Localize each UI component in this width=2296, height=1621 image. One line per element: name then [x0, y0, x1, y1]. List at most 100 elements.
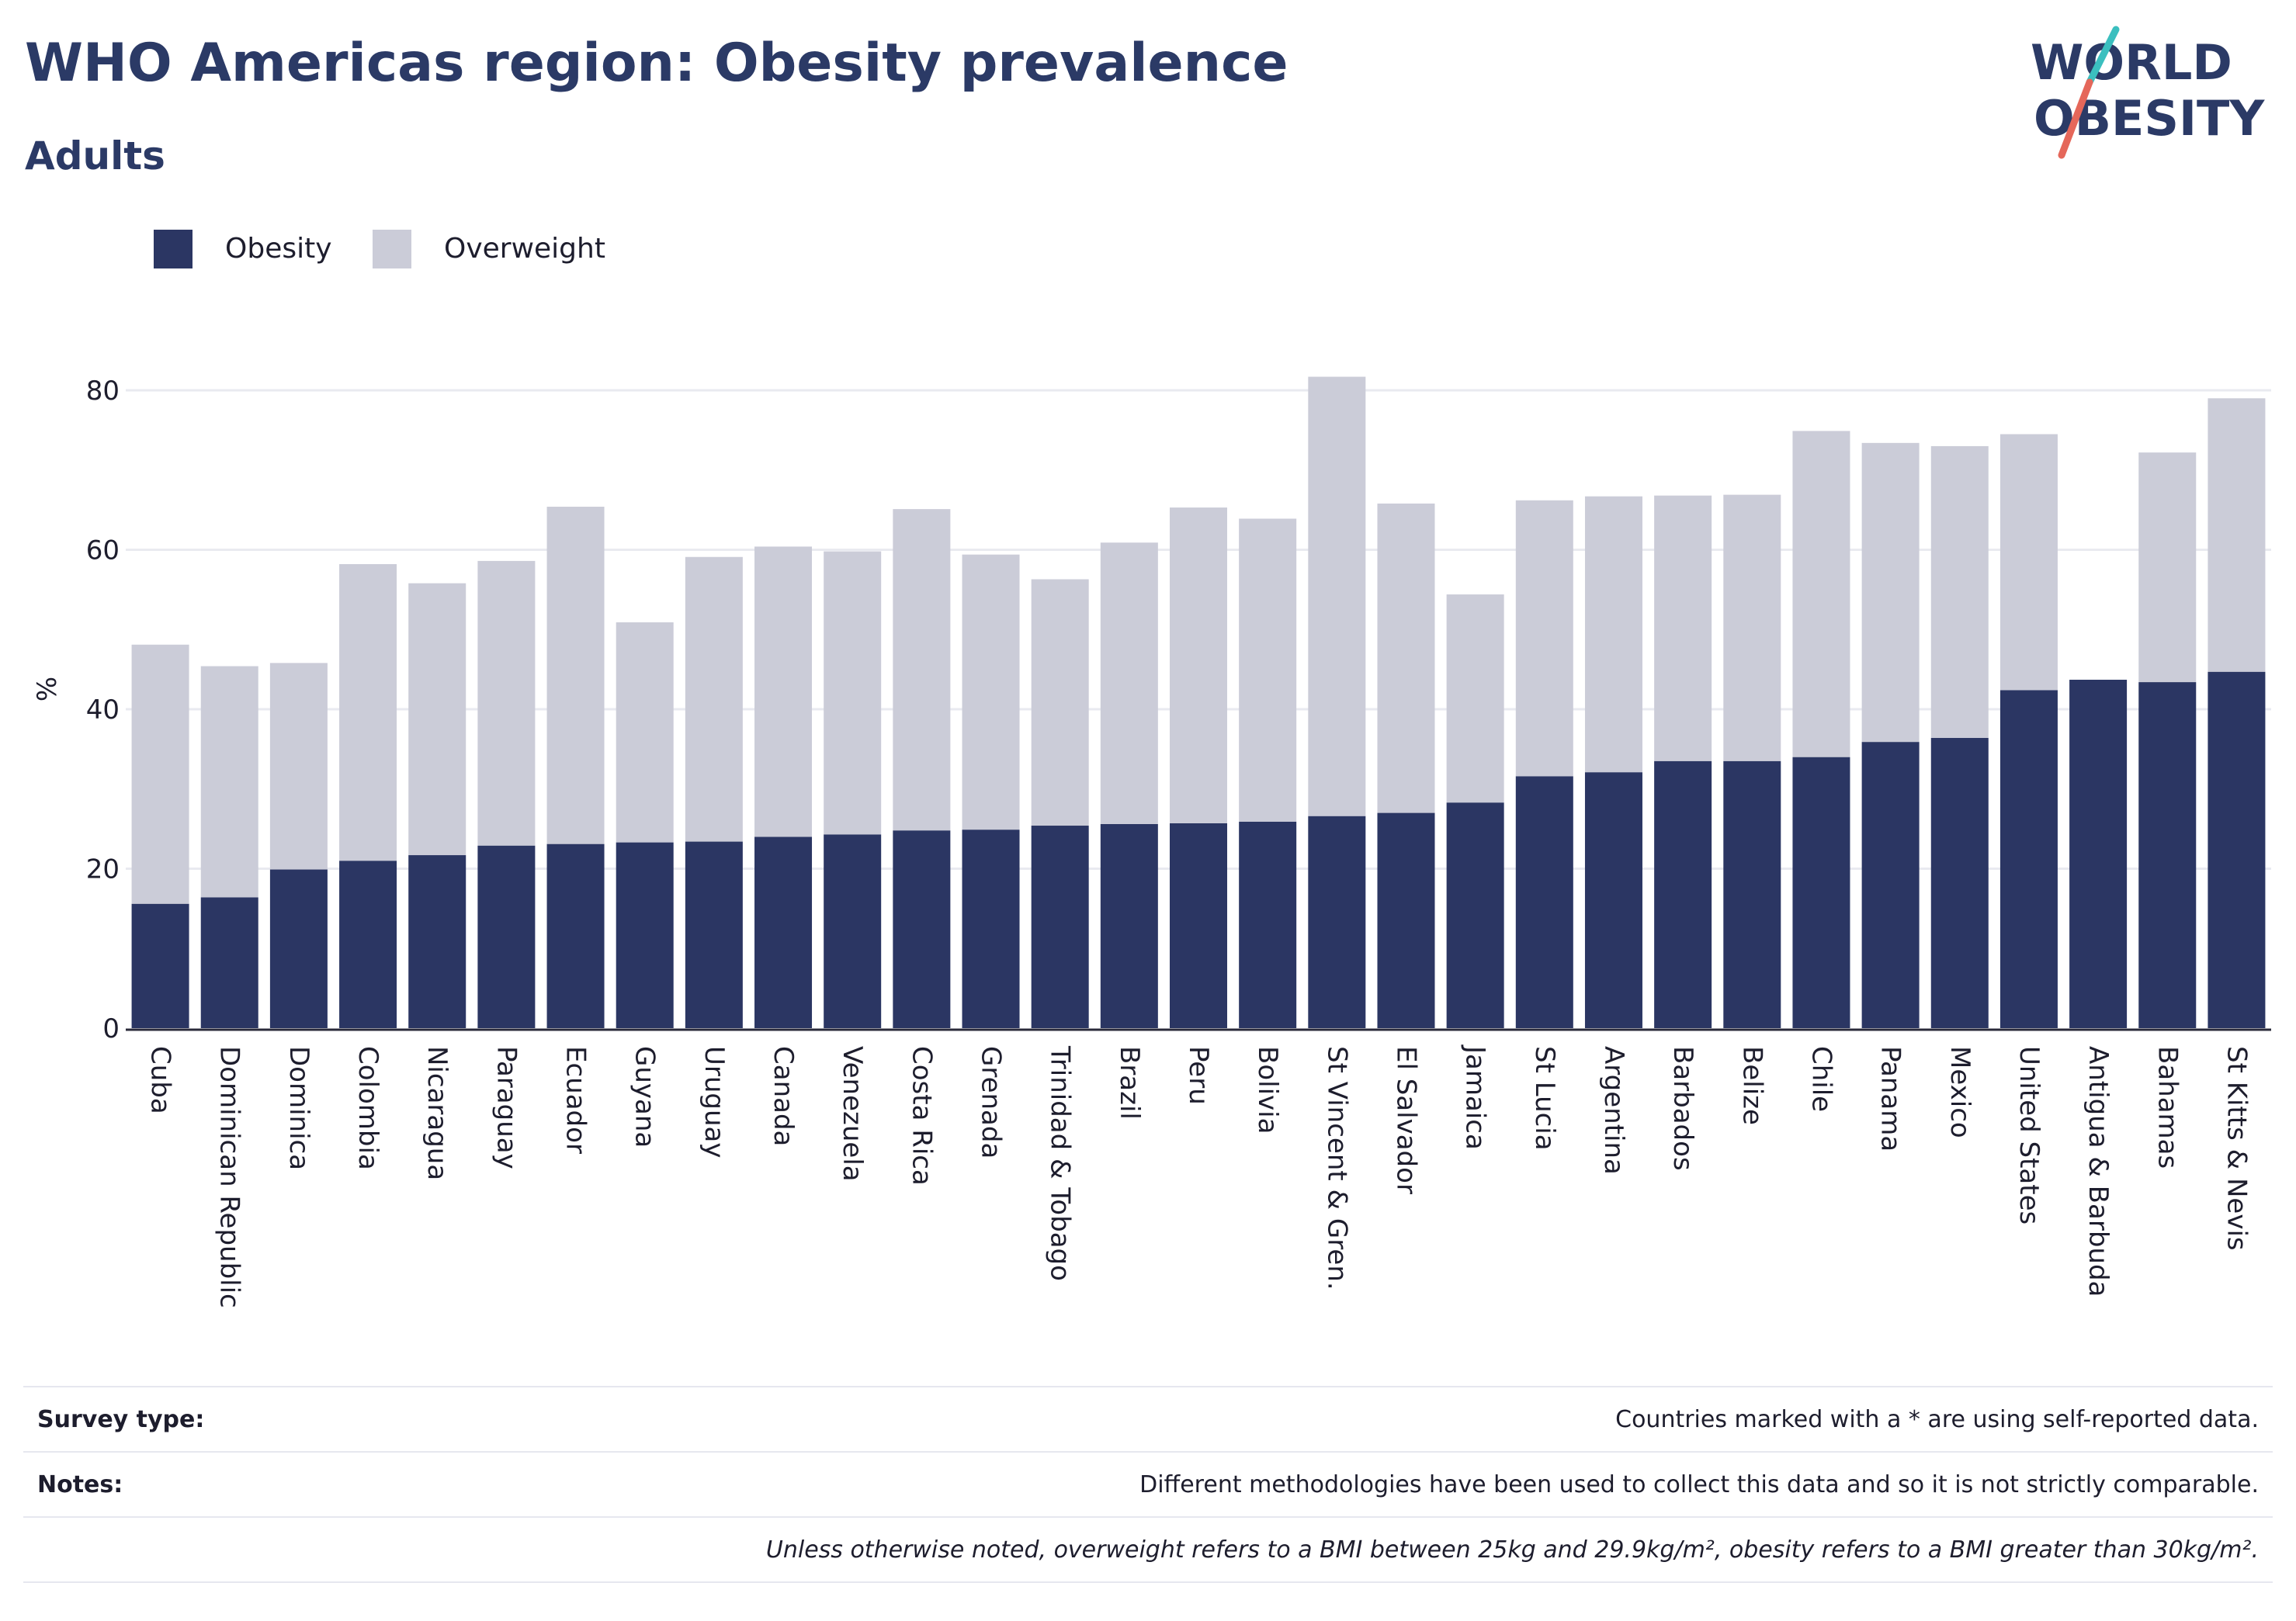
- bar-obesity: [200, 897, 258, 1028]
- x-tick-label: Barbados: [1667, 1046, 1698, 1171]
- bar-overweight: [1100, 542, 1158, 824]
- x-tick-label: Uruguay: [699, 1046, 730, 1159]
- x-tick-label: Dominica: [283, 1046, 314, 1170]
- x-tick-label: St Vincent & Gren.: [1321, 1046, 1352, 1290]
- bar-overweight: [754, 546, 813, 837]
- x-tick-label: Cuba: [145, 1046, 176, 1114]
- x-tick-label: Ecuador: [560, 1046, 591, 1154]
- bar-obesity: [1239, 821, 1297, 1028]
- chart-title: WHO Americas region: Obesity prevalence: [25, 33, 1288, 94]
- bar-overweight: [339, 563, 397, 861]
- footer-notes: Survey type: Countries marked with a * a…: [23, 1386, 2273, 1583]
- bar-obesity: [685, 841, 743, 1028]
- world-obesity-logo: WORLD OBESITY: [2031, 26, 2265, 159]
- x-tick-label: Belize: [1736, 1046, 1767, 1125]
- y-tick-label: 40: [86, 694, 120, 726]
- bar-obesity: [824, 834, 882, 1028]
- bar-overweight: [1377, 503, 1435, 813]
- bar-overweight: [962, 554, 1020, 830]
- bar-obesity: [1446, 802, 1504, 1028]
- bar-overweight: [200, 666, 258, 898]
- x-tick-label: Paraguay: [491, 1046, 522, 1169]
- bmi-definition-note: Unless otherwise noted, overweight refer…: [765, 1536, 2259, 1564]
- bar-overweight: [1446, 594, 1504, 803]
- bar-overweight: [616, 622, 674, 843]
- survey-type-value: Countries marked with a * are using self…: [1615, 1406, 2259, 1433]
- bar-overweight: [893, 509, 951, 831]
- legend-swatch-overweight: [373, 230, 411, 268]
- x-tick-label: El Salvador: [1390, 1046, 1421, 1194]
- bar-overweight: [2208, 398, 2266, 672]
- bar-overweight: [1723, 494, 1781, 761]
- bar-obesity: [1654, 760, 1712, 1028]
- bar-obesity: [1999, 690, 2058, 1028]
- x-tick-label: Brazil: [1114, 1046, 1145, 1120]
- bar-obesity: [1308, 816, 1366, 1028]
- footer-notes-row: Notes: Different methodologies have been…: [23, 1451, 2273, 1516]
- bar-overweight: [1584, 496, 1642, 773]
- bar-obesity: [1723, 760, 1781, 1028]
- bar-overweight: [1861, 442, 1920, 743]
- x-tick-label: Bolivia: [1252, 1046, 1283, 1134]
- footer-definition-row: Unless otherwise noted, overweight refer…: [23, 1516, 2273, 1583]
- x-tick-label: Nicaragua: [421, 1046, 453, 1180]
- survey-type-label: Survey type:: [37, 1406, 205, 1433]
- x-tick-label: Canada: [768, 1046, 799, 1146]
- bar-overweight: [824, 551, 882, 835]
- bar-overweight: [1239, 518, 1297, 822]
- bar-overweight: [1654, 495, 1712, 761]
- bar-overweight: [1515, 500, 1573, 777]
- bar-obesity: [1377, 812, 1435, 1028]
- bar-obesity: [616, 842, 674, 1028]
- bar-obesity: [1792, 757, 1850, 1028]
- bar-overweight: [2138, 452, 2197, 683]
- bar-obesity: [1584, 772, 1642, 1028]
- y-tick-label: 0: [102, 1013, 120, 1044]
- x-tick-label: Antigua & Barbuda: [2083, 1046, 2114, 1297]
- bar-obesity: [1169, 823, 1228, 1028]
- bar-overweight: [685, 556, 743, 842]
- bar-obesity: [1031, 826, 1089, 1028]
- bar-obesity: [893, 830, 951, 1028]
- bar-obesity: [2208, 671, 2266, 1028]
- chart-subtitle: Adults: [25, 133, 165, 178]
- x-tick-label: Trinidad & Tobago: [1045, 1045, 1076, 1281]
- bars: [131, 376, 2266, 1028]
- notes-label: Notes:: [37, 1471, 123, 1498]
- bar-obesity: [131, 903, 189, 1028]
- bar-overweight: [408, 583, 466, 856]
- legend-swatch-obesity: [154, 230, 192, 268]
- bar-overweight: [546, 507, 605, 844]
- x-tick-label: Grenada: [976, 1046, 1007, 1159]
- bar-obesity: [1100, 823, 1158, 1028]
- x-tick-label: United States: [2013, 1046, 2045, 1224]
- x-tick-label: Dominican Republic: [214, 1046, 245, 1308]
- bar-obesity: [408, 855, 466, 1028]
- bar-overweight: [269, 663, 328, 870]
- bar-overweight: [1999, 434, 2058, 691]
- x-tick-label: Colombia: [352, 1046, 383, 1170]
- y-tick-label: 20: [86, 854, 120, 885]
- bar-overweight: [1308, 376, 1366, 816]
- bar-obesity: [2138, 682, 2197, 1028]
- y-tick-label: 60: [86, 535, 120, 566]
- bar-overweight: [1792, 431, 1850, 757]
- x-tick-label: St Lucia: [1529, 1046, 1560, 1151]
- bar-obesity: [269, 869, 328, 1028]
- bar-obesity: [1515, 776, 1573, 1028]
- bar-overweight: [1169, 507, 1228, 823]
- bar-overweight: [1930, 445, 1989, 738]
- legend-label-obesity: Obesity: [225, 233, 332, 265]
- y-axis-label: %: [32, 677, 63, 701]
- bar-obesity: [2069, 679, 2128, 1028]
- logo-word-1: WORLD: [2031, 34, 2232, 91]
- x-axis-labels: Cuba Dominican Republic Dominica Colombia Ni…: [145, 1044, 2253, 1308]
- bar-obesity: [1930, 737, 1989, 1028]
- bar-overweight: [1031, 579, 1089, 826]
- bar-overweight: [477, 560, 536, 846]
- bar-obesity: [1861, 742, 1920, 1028]
- bar-overweight: [131, 644, 189, 904]
- x-tick-label: Mexico: [1944, 1046, 1975, 1138]
- x-tick-label: Guyana: [629, 1046, 661, 1148]
- stacked-bar-chart: 0 20 40 60 80 Cuba Dominican Republic Dominica…: [32, 376, 2271, 1308]
